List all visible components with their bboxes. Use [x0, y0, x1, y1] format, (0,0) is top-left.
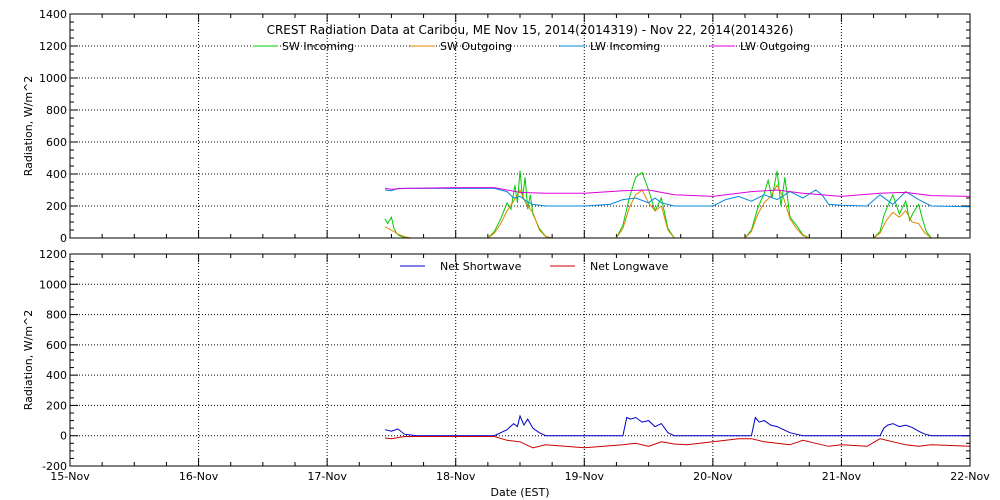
x-tick-label: 15-Nov [50, 470, 90, 483]
series-line-sw-outgoing [384, 184, 932, 239]
series-line-lw-outgoing [384, 187, 971, 197]
plot-frame [69, 13, 971, 239]
series-line-net-longwave [384, 436, 971, 449]
chart-panel-1: 0 200 400 600 800 1000 1200 1400 Radiation, W/m^… [22, 8, 971, 245]
x-tick-label: 22-Nov [950, 470, 990, 483]
legend-label: LW Incoming [590, 40, 660, 53]
y-tick-label: 800 [46, 104, 67, 117]
series-line-net-shortwave [384, 414, 970, 437]
y-tick-label: 400 [46, 168, 67, 181]
y-tick-label: 0 [60, 232, 67, 245]
chart-panel-2: -200 0 200 400 600 800 1000 1200 15-Nov 16-Nov 17-… [22, 248, 990, 499]
y-tick-label: 600 [46, 136, 67, 149]
y-tick-label: 600 [46, 339, 67, 352]
y-tick-label: 1400 [39, 8, 67, 21]
plot-frame [69, 253, 971, 467]
x-tick-label: 20-Nov [693, 470, 733, 483]
y-tick-label: 1000 [39, 278, 67, 291]
y-tick-label: 800 [46, 309, 67, 322]
x-tick-label: 18-Nov [436, 470, 476, 483]
y-tick-label: 1200 [39, 40, 67, 53]
series-line-lw-incoming [384, 187, 971, 208]
legend-label: LW Outgoing [740, 40, 810, 53]
series-line-sw-incoming [384, 170, 932, 239]
legend-label: SW Incoming [282, 40, 354, 53]
x-tick-label: 19-Nov [565, 470, 605, 483]
legend-label: Net Longwave [590, 260, 669, 273]
y-axis-label: Radiation, W/m^2 [22, 310, 35, 411]
x-axis-label: Date (EST) [490, 486, 549, 499]
y-tick-label: 1000 [39, 72, 67, 85]
y-tick-label: 1200 [39, 248, 67, 261]
y-tick-label: 0 [60, 430, 67, 443]
y-tick-label: 200 [46, 200, 67, 213]
x-tick-label: 16-Nov [179, 470, 219, 483]
legend-label: SW Outgoing [440, 40, 512, 53]
y-tick-label: 200 [46, 399, 67, 412]
chart-title: CREST Radiation Data at Caribou, ME Nov … [267, 23, 794, 37]
y-tick-label: 400 [46, 369, 67, 382]
y-tick-label: -200 [42, 460, 67, 473]
x-tick-label: 21-Nov [822, 470, 862, 483]
x-tick-label: 17-Nov [307, 470, 347, 483]
y-axis-label: Radiation, W/m^2 [22, 76, 35, 177]
legend-label: Net Shortwave [440, 260, 522, 273]
